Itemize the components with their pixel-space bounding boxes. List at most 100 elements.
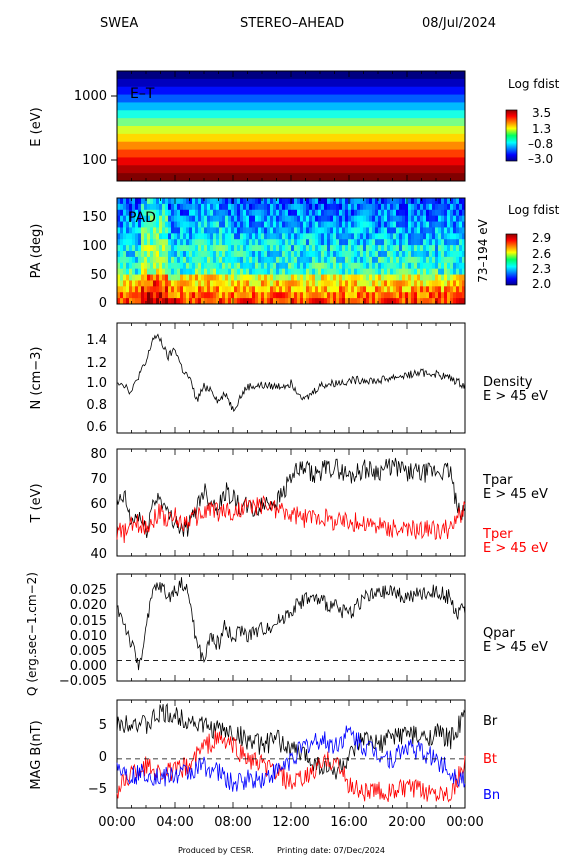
pad-cell (168, 203, 172, 211)
pad-cell (126, 286, 130, 293)
pad-cell (261, 198, 265, 205)
pad-cell (381, 286, 385, 293)
pad-cell (159, 286, 163, 293)
pad-cell (372, 251, 376, 258)
pad-cell (279, 286, 283, 293)
pad-cell (255, 298, 259, 305)
pad-cell (429, 233, 433, 240)
pad-cell (345, 233, 349, 240)
pad-cell (432, 298, 436, 305)
pad-cell (264, 274, 268, 281)
pad-cell (366, 292, 370, 299)
pad-cell (183, 280, 187, 287)
pad-cell (246, 268, 250, 275)
pad-cell (126, 198, 130, 205)
pad-cell (366, 268, 370, 275)
pad-cell (252, 203, 256, 211)
pad-cell (195, 221, 199, 228)
pad-cell (372, 286, 376, 293)
pad-cell (327, 239, 331, 246)
pad-cell (279, 215, 283, 222)
pad-cell (333, 227, 337, 234)
pad-cell (189, 245, 193, 252)
pad-cell (426, 251, 430, 258)
temperature-ytick-label: 60 (90, 497, 107, 512)
pad-cell (273, 262, 277, 270)
pad-cell (297, 227, 301, 234)
pad-cell (273, 221, 277, 228)
pad-cell (186, 221, 190, 228)
pad-cell (231, 256, 235, 264)
pad-cell (414, 292, 418, 299)
pad-cell (144, 233, 148, 240)
pad-cell (228, 251, 232, 258)
energy-band (117, 118, 465, 127)
pad-cell (258, 256, 262, 264)
pad-cell (294, 215, 298, 222)
pad-cell (177, 245, 181, 252)
pad-cell (144, 262, 148, 270)
pad-cell (348, 256, 352, 264)
pad-cell (183, 256, 187, 264)
pad-cell (267, 268, 271, 275)
pad-cell (414, 209, 418, 217)
pad-cell (426, 245, 430, 252)
pad-cell (306, 245, 310, 252)
pad-cell (183, 286, 187, 293)
pad-cell (369, 198, 373, 205)
pad-cell (354, 227, 358, 234)
pad-cell (312, 292, 316, 299)
pad-cell (366, 227, 370, 234)
pad-cell (360, 215, 364, 222)
pad-cell (258, 292, 262, 299)
pad-cell (369, 292, 373, 299)
pad-cell (129, 280, 133, 287)
pad-cell (234, 221, 238, 228)
pad-cell (309, 280, 313, 287)
pad-cell (411, 262, 415, 270)
pad-cell (288, 292, 292, 299)
pad-cell (462, 298, 466, 305)
pad-cell (297, 292, 301, 299)
pad-cell (369, 215, 373, 222)
pad-cell (129, 262, 133, 270)
pad-cell (159, 280, 163, 287)
pad-cell (213, 298, 217, 305)
pad-cell (297, 298, 301, 305)
pad-cell (348, 251, 352, 258)
pad-cell (282, 292, 286, 299)
pad-cell (402, 298, 406, 305)
heatflux-series (116, 577, 466, 671)
pad-cell (429, 221, 433, 228)
pad-cell (336, 298, 340, 305)
pad-cell (294, 227, 298, 234)
pad-cell (276, 233, 280, 240)
pad-cell (168, 209, 172, 217)
pad-cell (132, 221, 136, 228)
pad-cell (156, 298, 160, 305)
magfield-frame (116, 699, 466, 809)
pad-cell (252, 227, 256, 234)
pad-cell (399, 215, 403, 222)
pad-cell (300, 268, 304, 275)
heatflux-ytick-label: 0.020 (70, 598, 107, 613)
pad-cell (450, 280, 454, 287)
pad-cell (408, 215, 412, 222)
pad-cell (291, 251, 295, 258)
pad-cell (195, 215, 199, 222)
pad-cell (219, 256, 223, 264)
pad-cell (312, 280, 316, 287)
pad-cell (180, 198, 184, 205)
pad-cell (168, 280, 172, 287)
pad-cell (243, 286, 247, 293)
pad-cell (300, 215, 304, 222)
pad-cell (180, 280, 184, 287)
pad-cell (174, 239, 178, 246)
pad-cell (411, 298, 415, 305)
pad-cell (333, 215, 337, 222)
pad-cell (384, 215, 388, 222)
pad-cell (444, 256, 448, 264)
pad-cell (375, 209, 379, 217)
pad-cell (228, 203, 232, 211)
pad-cell (447, 286, 451, 293)
